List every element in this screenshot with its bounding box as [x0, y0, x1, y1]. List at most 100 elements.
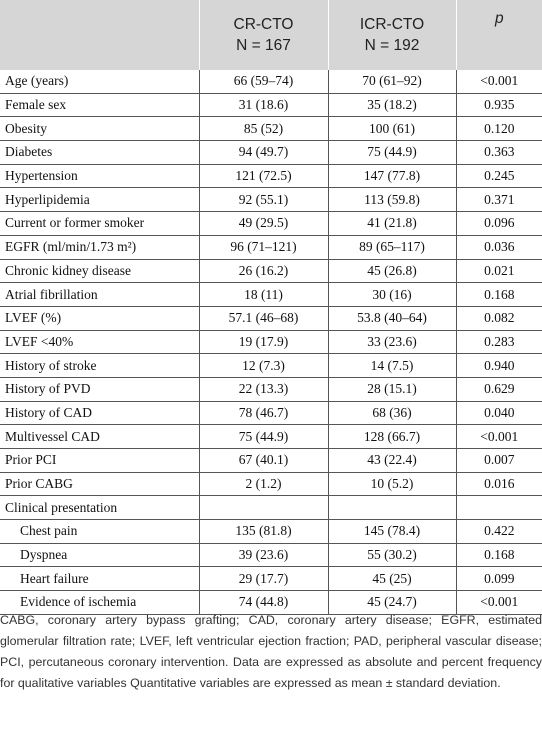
footnote: CABG, coronary artery bypass grafting; C… — [0, 613, 542, 690]
row-label: Prior PCI — [0, 448, 200, 473]
table-row: Female sex 31 (18.6) 35 (18.2) 0.935 — [0, 93, 542, 118]
row-label: Atrial fibrillation — [0, 282, 200, 307]
row-label: Female sex — [0, 93, 200, 118]
table-row: Prior CABG 2 (1.2) 10 (5.2) 0.016 — [0, 472, 542, 497]
table-row: History of PVD 22 (13.3) 28 (15.1) 0.629 — [0, 377, 542, 402]
value-cell: 2 (1.2) — [199, 472, 329, 497]
row-label: Heart failure — [0, 566, 200, 592]
value-cell — [456, 495, 542, 521]
value-cell: 0.168 — [456, 543, 542, 568]
value-cell: 0.007 — [456, 448, 542, 473]
value-cell: 49 (29.5) — [199, 211, 329, 236]
header-n: N = 167 — [236, 37, 291, 54]
table-row: EGFR (ml/min/1.73 m²) 96 (71–121) 89 (65–1… — [0, 235, 542, 260]
value-cell: 100 (61) — [328, 116, 457, 142]
value-cell: 22 (13.3) — [199, 377, 329, 402]
value-cell: 26 (16.2) — [199, 259, 329, 284]
value-cell: 0.021 — [456, 259, 542, 284]
table-row: Current or former smoker 49 (29.5) 41 (21.… — [0, 211, 542, 236]
value-cell: 35 (18.2) — [328, 93, 457, 118]
row-label: Clinical presentation — [0, 495, 200, 521]
header-cell: CR-CTO N = 167 — [199, 0, 329, 70]
value-cell: 29 (17.7) — [199, 566, 329, 592]
row-label: Current or former smoker — [0, 211, 200, 236]
value-cell: 0.283 — [456, 330, 542, 355]
value-cell: 70 (61–92) — [328, 70, 457, 94]
header-n: N = 192 — [364, 37, 420, 54]
table-row: Evidence of ischemia 74 (44.8) 45 (24.7) <0… — [0, 590, 542, 615]
value-cell: 0.036 — [456, 235, 542, 260]
row-label: History of PVD — [0, 377, 200, 402]
row-label: Obesity — [0, 116, 200, 142]
value-cell: 128 (66.7) — [328, 424, 457, 449]
value-cell: <0.001 — [456, 70, 542, 94]
table-header: CR-CTO N = 167 ICR-CTO N = 192 p — [0, 0, 542, 70]
row-label: Chest pain — [0, 519, 200, 544]
value-cell: 0.935 — [456, 93, 542, 118]
value-cell: 0.096 — [456, 211, 542, 236]
value-cell: 31 (18.6) — [199, 93, 329, 118]
header-cell: p — [456, 0, 542, 70]
value-cell: 121 (72.5) — [199, 164, 329, 189]
value-cell: 53.8 (40–64) — [328, 306, 457, 331]
value-cell: 0.120 — [456, 116, 542, 142]
value-cell: 33 (23.6) — [328, 330, 457, 355]
value-cell: <0.001 — [456, 424, 542, 449]
table-body: Age (years) 66 (59–74) 70 (61–92) <0.001 Fem… — [0, 70, 542, 615]
table-row: Diabetes 94 (49.7) 75 (44.9) 0.363 — [0, 140, 542, 165]
row-label: Evidence of ischemia — [0, 590, 200, 615]
value-cell: 39 (23.6) — [199, 543, 329, 568]
value-cell: 145 (78.4) — [328, 519, 457, 544]
table-row: Atrial fibrillation 18 (11) 30 (16) 0.168 — [0, 282, 542, 307]
value-cell: 89 (65–117) — [328, 235, 457, 260]
value-cell — [328, 495, 457, 521]
header-cell: ICR-CTO N = 192 — [328, 0, 457, 70]
value-cell: 10 (5.2) — [328, 472, 457, 497]
value-cell: 0.168 — [456, 282, 542, 307]
table-row: Dyspnea 39 (23.6) 55 (30.2) 0.168 — [0, 543, 542, 568]
value-cell: 0.040 — [456, 401, 542, 426]
value-cell: 45 (26.8) — [328, 259, 457, 284]
row-label: Hyperlipidemia — [0, 187, 200, 213]
header-name: ICR-CTO — [359, 16, 425, 33]
header-blank — [0, 0, 200, 70]
row-label: EGFR (ml/min/1.73 m²) — [0, 235, 200, 260]
value-cell: 67 (40.1) — [199, 448, 329, 473]
value-cell: 113 (59.8) — [328, 187, 457, 213]
value-cell: 147 (77.8) — [328, 164, 457, 189]
value-cell: 0.363 — [456, 140, 542, 165]
value-cell: 0.016 — [456, 472, 542, 497]
value-cell: 74 (44.8) — [199, 590, 329, 615]
value-cell: 28 (15.1) — [328, 377, 457, 402]
value-cell: 12 (7.3) — [199, 353, 329, 378]
value-cell: 92 (55.1) — [199, 187, 329, 213]
value-cell: 45 (25) — [328, 566, 457, 592]
value-cell: 19 (17.9) — [199, 330, 329, 355]
value-cell: 135 (81.8) — [199, 519, 329, 544]
value-cell: 0.099 — [456, 566, 542, 592]
table-row: Obesity 85 (52) 100 (61) 0.120 — [0, 116, 542, 142]
table-row: Chronic kidney disease 26 (16.2) 45 (26.8)… — [0, 259, 542, 284]
row-label: History of CAD — [0, 401, 200, 426]
table-row: Chest pain 135 (81.8) 145 (78.4) 0.422 — [0, 519, 542, 544]
row-label: Diabetes — [0, 140, 200, 165]
table-row: Clinical presentation — [0, 495, 542, 521]
row-label: Age (years) — [0, 70, 200, 94]
value-cell: 66 (59–74) — [199, 70, 329, 94]
value-cell: 43 (22.4) — [328, 448, 457, 473]
value-cell: 75 (44.9) — [328, 140, 457, 165]
table-row: Heart failure 29 (17.7) 45 (25) 0.099 — [0, 566, 542, 592]
value-cell: 96 (71–121) — [199, 235, 329, 260]
row-label: Dyspnea — [0, 543, 200, 568]
data-table: CR-CTO N = 167 ICR-CTO N = 192 p Age (year… — [0, 0, 542, 615]
row-label: History of stroke — [0, 353, 200, 378]
value-cell: 94 (49.7) — [199, 140, 329, 165]
row-label: Chronic kidney disease — [0, 259, 200, 284]
value-cell: 0.422 — [456, 519, 542, 544]
value-cell: 0.371 — [456, 187, 542, 213]
table-row: Age (years) 66 (59–74) 70 (61–92) <0.001 — [0, 70, 542, 94]
value-cell: 18 (11) — [199, 282, 329, 307]
value-cell: 57.1 (46–68) — [199, 306, 329, 331]
table-row: LVEF (%) 57.1 (46–68) 53.8 (40–64) 0.082 — [0, 306, 542, 331]
